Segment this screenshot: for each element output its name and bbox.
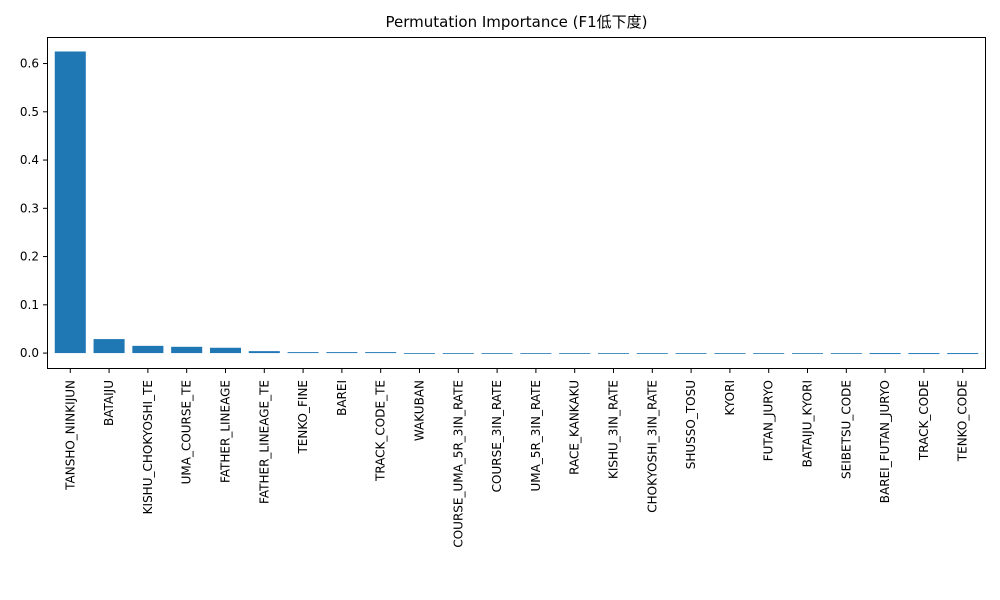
- y-tick-label: 0.3: [20, 201, 39, 215]
- bar-course-3in-rate: [481, 353, 513, 354]
- x-tick-label: TRACK_CODE_TE: [374, 380, 388, 482]
- x-tick-label: SEIBETSU_CODE: [839, 380, 853, 479]
- x-tick-label: TENKO_CODE: [956, 380, 970, 462]
- bar-futan-juryo: [753, 353, 785, 354]
- x-tick-label: FATHER_LINEAGE_TE: [257, 380, 271, 504]
- bar-bataiju-kyori: [791, 353, 824, 354]
- y-tick-label: 0.1: [20, 298, 39, 312]
- x-tick-label: FUTAN_JURYO: [762, 380, 776, 461]
- x-tick-label: COURSE_UMA_5R_3IN_RATE: [451, 380, 465, 548]
- bar-bataiju: [93, 339, 125, 354]
- x-tick-label: RACE_KANKAKU: [568, 380, 582, 475]
- bar-shusso-tosu: [675, 353, 707, 354]
- x-tick-label: BAREI_FUTAN_JURYO: [878, 380, 892, 503]
- y-tick-label: 0.0: [20, 346, 39, 360]
- x-tick-label: TENKO_FINE: [296, 380, 310, 455]
- x-tick-label: TRACK_CODE: [917, 380, 931, 461]
- x-tick-label: KYORI: [723, 380, 737, 415]
- x-tick-label: UMA_COURSE_TE: [180, 380, 194, 484]
- bar-race-kankaku: [559, 353, 591, 354]
- bar-chokyoshi-3in-rate: [636, 353, 668, 354]
- bar-father-lineage-te: [248, 351, 280, 354]
- x-tick-label: SHUSSO_TOSU: [684, 380, 698, 469]
- bar-kishu-3in-rate: [597, 353, 630, 354]
- bar-tenko-code: [947, 353, 979, 355]
- x-tick-label: BAREI: [335, 380, 349, 416]
- x-tick-label: KISHU_3IN_RATE: [607, 380, 621, 479]
- bar-barei: [326, 352, 358, 354]
- bars-group: [54, 51, 979, 355]
- y-axis: 0.0 0.1 0.2 0.3 0.4 0.5 0.6: [20, 57, 47, 360]
- y-tick-label: 0.5: [20, 105, 39, 119]
- bar-seibetsu-code: [830, 353, 862, 354]
- x-tick-label: BATAIJU: [102, 380, 116, 426]
- x-tick-label: TANSHO_NINKIJUN: [63, 380, 77, 491]
- plot-area-frame: [47, 37, 986, 369]
- bar-uma-5r-3in-rate: [520, 353, 552, 354]
- x-tick-label: WAKUBAN: [412, 380, 426, 441]
- bar-tansho-ninkijun: [54, 51, 86, 354]
- bar-track-code: [908, 353, 940, 355]
- bar-kishu-chokyoshi-te: [132, 345, 164, 354]
- y-tick-label: 0.6: [20, 57, 39, 71]
- x-axis: TANSHO_NINKIJUN BATAIJU KISHU_CHOKYOSHI_TE…: [63, 369, 970, 548]
- chart-title: Permutation Importance (F1低下度): [386, 13, 648, 31]
- y-tick-label: 0.4: [20, 153, 39, 167]
- x-tick-label: FATHER_LINEAGE: [218, 380, 232, 483]
- bar-tenko-fine: [287, 352, 319, 354]
- x-tick-label: BATAIJU_KYORI: [801, 380, 815, 467]
- bar-kyori: [714, 353, 746, 354]
- y-tick-label: 0.2: [20, 250, 39, 264]
- bar-track-code-te: [365, 352, 397, 354]
- bar-father-lineage: [209, 347, 242, 354]
- x-tick-label: UMA_5R_3IN_RATE: [529, 380, 543, 492]
- bar-barei-futan-juryo: [869, 353, 901, 355]
- bar-wakuban: [403, 353, 436, 354]
- x-tick-label: KISHU_CHOKYOSHI_TE: [141, 380, 155, 514]
- x-tick-label: COURSE_3IN_RATE: [490, 380, 504, 492]
- x-tick-label: CHOKYOSHI_3IN_RATE: [645, 380, 659, 513]
- bar-uma-course-te: [171, 346, 203, 354]
- bar-course-uma-5r-3in-rate: [442, 353, 474, 354]
